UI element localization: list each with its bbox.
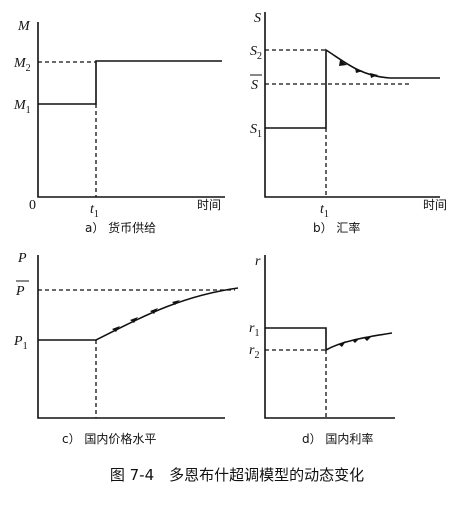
y-axis-label: r: [255, 254, 261, 269]
arrowheads: [339, 60, 378, 78]
x-axis-label: 时间: [423, 198, 447, 212]
axes: [37, 22, 225, 198]
guide: [38, 289, 235, 418]
axes: [264, 255, 395, 419]
axes: [37, 255, 225, 419]
panel-c: P P P1 c） 国内价格水平: [13, 251, 239, 446]
level-label: r1: [249, 321, 259, 339]
time-label: t1: [90, 202, 99, 220]
curve: [38, 287, 239, 341]
curve: [265, 327, 393, 352]
caption: d） 国内利率: [302, 431, 373, 446]
level-label: M2: [13, 56, 31, 74]
panel-d: r r1 r2 d） 国内利率: [249, 254, 395, 446]
y-axis-label: P: [17, 251, 27, 266]
arrowheads: [338, 336, 372, 347]
time-label: t1: [320, 202, 329, 220]
level-label: P1: [13, 334, 28, 352]
caption: c） 国内价格水平: [62, 431, 156, 446]
panel-a: M M2 M1 0 t1 时间 a） 货币供给: [13, 19, 225, 235]
caption: b） 汇率: [313, 220, 360, 235]
y-axis-label: M: [17, 19, 31, 34]
panel-b: S S2 S S1 t1 时间 b） 汇率: [250, 11, 447, 235]
curve: [265, 48, 440, 129]
figure-caption: 图 7-4 多恩布什超调模型的动态变化: [110, 466, 364, 484]
origin: 0: [29, 198, 36, 213]
x-axis-label: 时间: [197, 198, 221, 212]
level-label: S: [251, 78, 258, 93]
y-axis-label: S: [254, 11, 261, 26]
level-label: P: [15, 284, 25, 299]
level-label: r2: [249, 343, 259, 361]
guide: [265, 349, 327, 418]
level-label: S1: [250, 122, 262, 140]
level-label: M1: [13, 98, 31, 116]
guide: [265, 49, 410, 197]
axes: [264, 12, 440, 198]
curve: [38, 60, 222, 105]
caption: a） 货币供给: [85, 220, 156, 235]
level-label: S2: [250, 44, 262, 62]
guide: [38, 61, 97, 197]
